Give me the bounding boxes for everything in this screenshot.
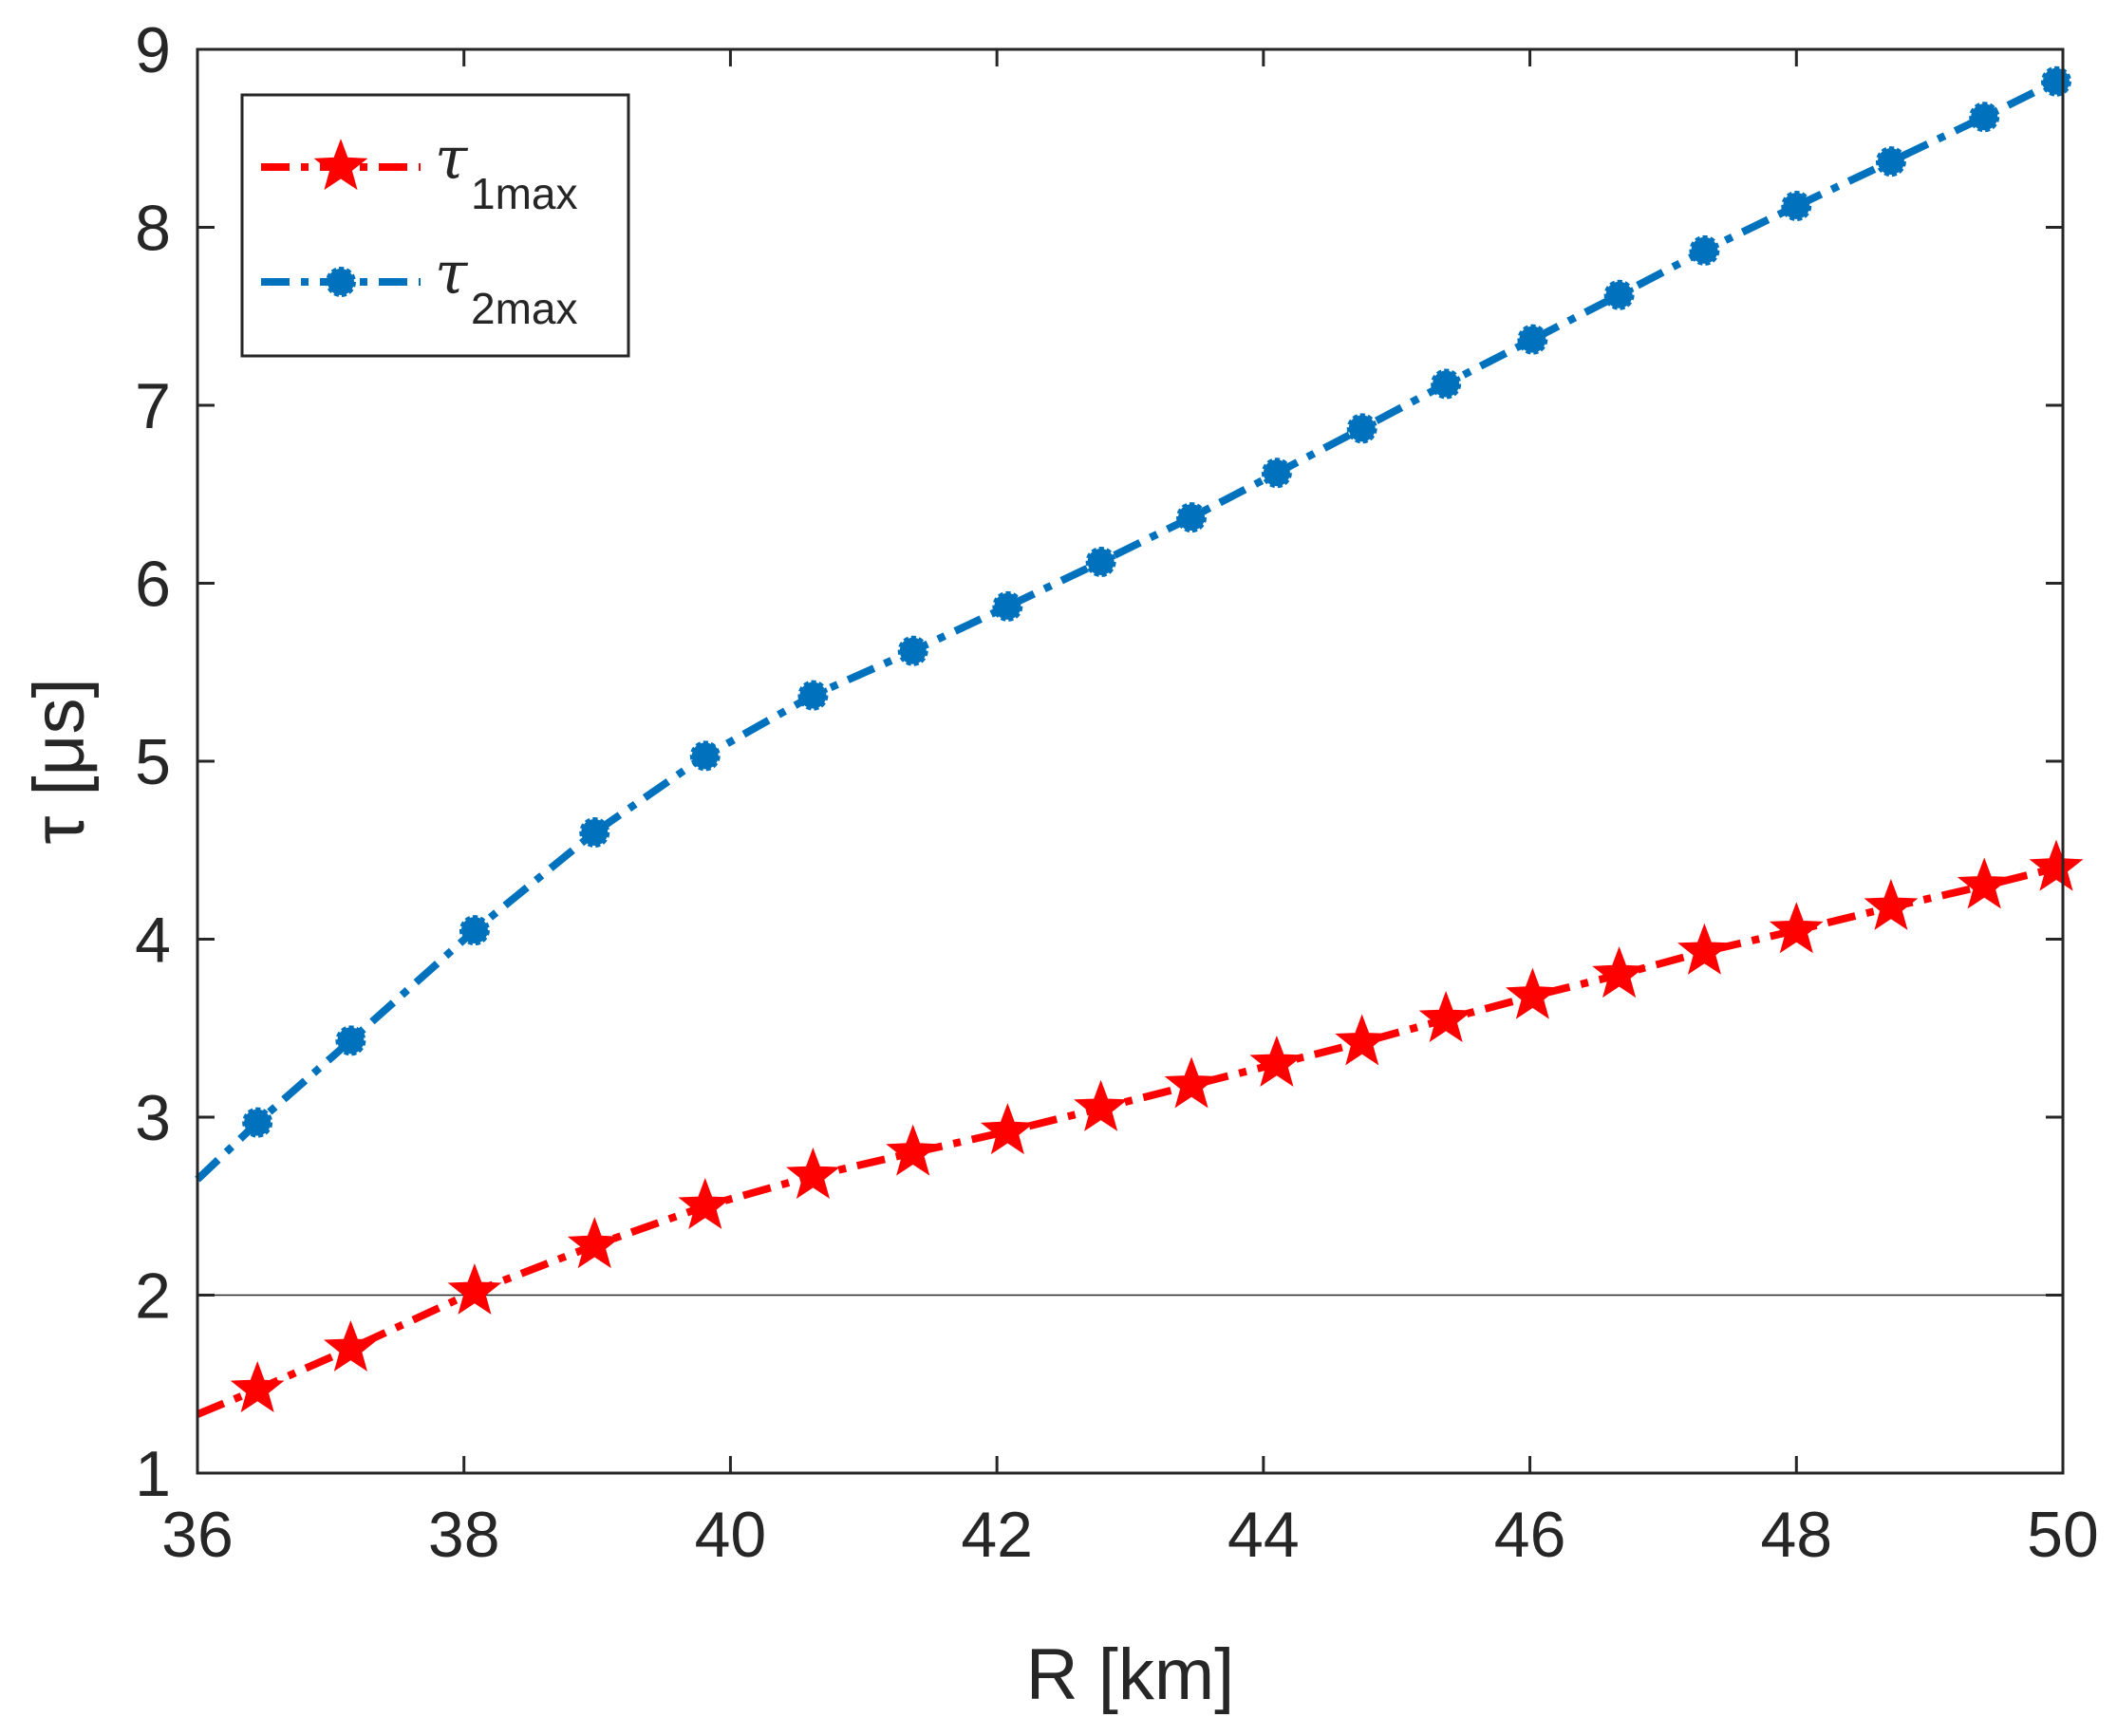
legend-marker (326, 267, 356, 297)
data-point (1969, 102, 2000, 133)
data-point (1875, 146, 1906, 177)
x-tick-label: 40 (695, 1499, 767, 1571)
data-point (242, 1107, 273, 1138)
data-point (1085, 547, 1116, 577)
data-point (1864, 878, 1919, 930)
legend-marker (313, 139, 368, 191)
data-point (797, 680, 829, 711)
legend-subscript: 2max (471, 284, 577, 333)
data-point (1074, 1079, 1129, 1131)
data-point (459, 915, 490, 946)
data-point (1781, 191, 1812, 221)
data-point (1517, 324, 1548, 355)
x-tick-label: 44 (1227, 1499, 1300, 1571)
x-tick-label: 36 (161, 1499, 234, 1571)
x-axis: 36 38 40 42 44 46 48 50 (161, 49, 2099, 1571)
x-axis-title: R [km] (1026, 1634, 1235, 1715)
x-tick-label: 48 (1760, 1499, 1832, 1571)
data-point (689, 740, 721, 772)
data-point (1505, 967, 1560, 1019)
data-point (323, 1319, 378, 1372)
data-point (1335, 1014, 1390, 1066)
data-point (1164, 1056, 1219, 1109)
series-layer (195, 65, 2084, 1418)
legend-symbol: τ (435, 238, 469, 308)
data-point (1418, 991, 1473, 1043)
data-point (2029, 839, 2084, 891)
y-axis-title: τ [μs] (19, 678, 100, 844)
x-tick-label: 50 (2027, 1499, 2099, 1571)
legend-symbol: τ (435, 123, 469, 193)
data-point (1346, 413, 1377, 444)
y-tick-label: 8 (135, 193, 171, 265)
y-axis: 1 2 3 4 5 6 7 8 9 (135, 14, 2063, 1510)
data-point (678, 1177, 733, 1229)
y-tick-label: 6 (135, 549, 171, 621)
y-tick-label: 7 (135, 370, 171, 442)
data-point (335, 1025, 366, 1056)
data-point (992, 590, 1023, 622)
y-tick-label: 5 (135, 726, 171, 798)
x-tick-label: 38 (428, 1499, 500, 1571)
series-1 (196, 839, 2084, 1418)
data-point (1689, 234, 1720, 266)
x-tick-label: 42 (961, 1499, 1033, 1571)
data-point (230, 1361, 285, 1413)
legend-box (240, 93, 630, 358)
x-tick-label: 46 (1494, 1499, 1566, 1571)
y-tick-label: 3 (135, 1082, 171, 1154)
data-point (1603, 279, 1635, 310)
data-point (567, 1217, 622, 1269)
data-point (980, 1103, 1035, 1155)
data-point (1249, 1035, 1304, 1087)
data-point (1431, 368, 1462, 400)
data-point (447, 1262, 502, 1315)
data-point (1769, 902, 1824, 954)
data-point (1261, 457, 1292, 489)
y-tick-label: 2 (135, 1260, 171, 1333)
data-point (1677, 923, 1732, 975)
data-point (1176, 502, 1208, 533)
data-point (2040, 65, 2071, 97)
series-2 (195, 65, 2071, 1183)
data-point (786, 1148, 840, 1200)
data-point (897, 635, 928, 666)
legend-subscript: 1max (471, 169, 577, 218)
data-point (1957, 857, 2012, 909)
data-point (886, 1124, 941, 1176)
y-tick-label: 1 (135, 1438, 171, 1510)
data-point (579, 817, 610, 848)
y-tick-label: 9 (135, 14, 171, 86)
y-tick-label: 4 (135, 905, 171, 977)
data-point (1592, 946, 1647, 999)
